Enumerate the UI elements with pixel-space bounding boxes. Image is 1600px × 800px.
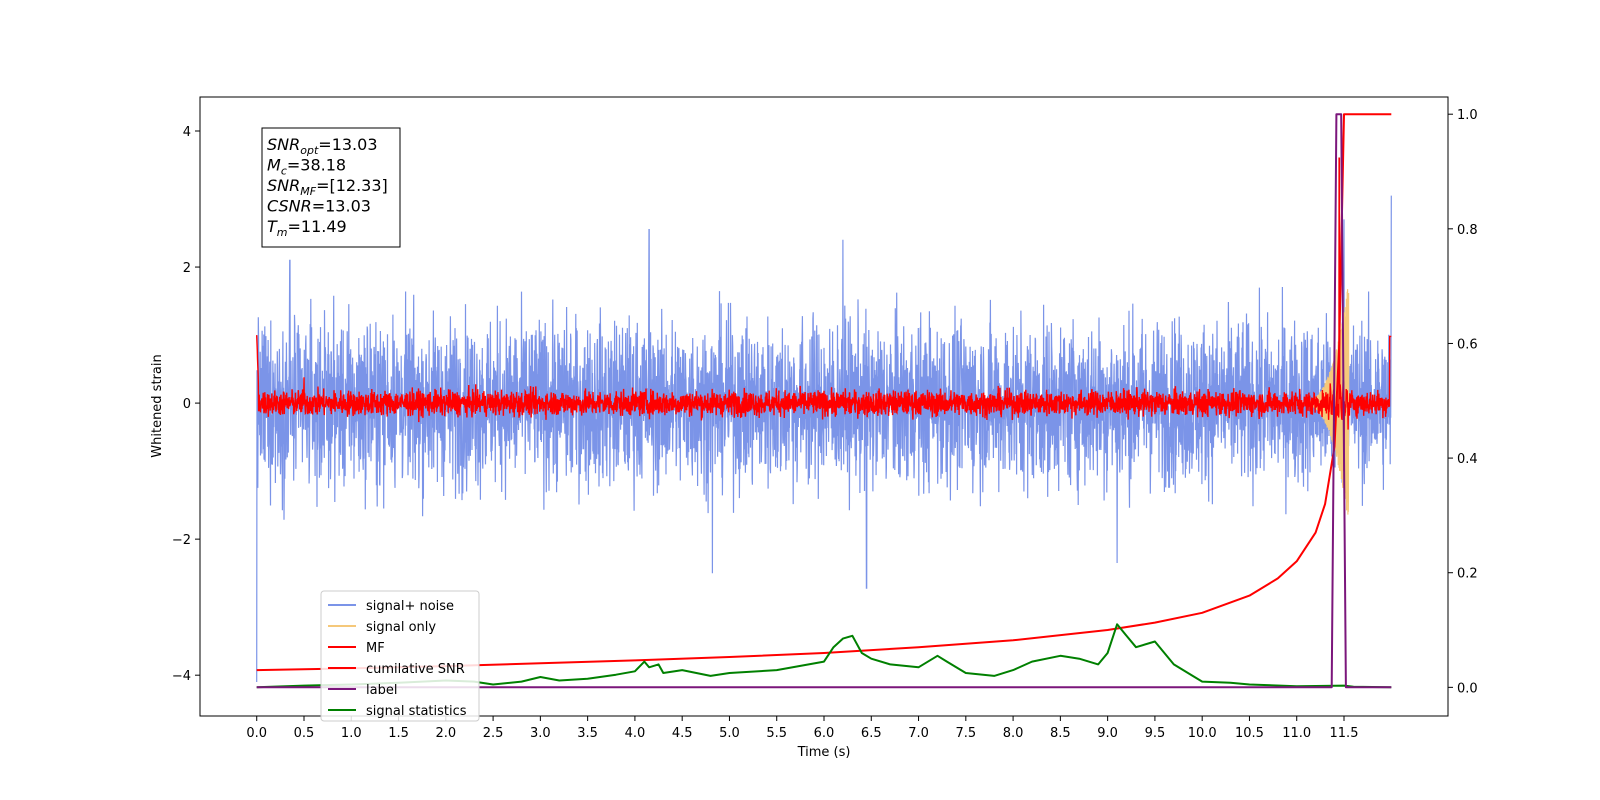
x-tick-label: 3.0 [530,726,551,741]
x-tick-label: 2.0 [435,726,456,741]
y2-tick-label: 0.6 [1457,337,1478,352]
x-tick-label: 0.5 [294,726,315,741]
legend: signal+ noise signal only MF cumilative SNR… [320,590,480,722]
legend-label-label: label [366,683,397,698]
x-tick-label: 10.5 [1235,726,1264,741]
legend-frame [320,590,480,722]
y-axis-label: Whitened strain [150,354,165,457]
x-tick-label: 9.0 [1097,726,1118,741]
annotation-line: SNRopt=13.03 [267,135,378,157]
y2-tick-label: 0.2 [1457,567,1478,582]
legend-label-signal-statistics: signal statistics [366,704,467,719]
y-tick-label: −4 [172,669,191,684]
legend-label-mf: MF [366,641,385,656]
y-tick-label: 2 [183,261,191,276]
x-tick-label: 8.5 [1050,726,1071,741]
x-tick-label: 2.5 [483,726,504,741]
series-cumilative-snr [256,113,1392,672]
x-tick-label: 1.5 [388,726,409,741]
x-tick-label: 0.0 [246,726,267,741]
y-axis-left: 4 2 0 −2 −4 [172,125,200,684]
annotation-line: Tm=11.49 [267,217,347,239]
y2-tick-label: 0.0 [1457,681,1478,696]
x-tick-label: 4.0 [625,726,646,741]
series-mf [256,157,1392,472]
annotation-line: SNRMF=[12.33] [267,176,388,198]
legend-label-signal-noise: signal+ noise [366,599,454,614]
annotation-line: Mc=38.18 [267,156,346,178]
y-axis-right: 1.0 0.8 0.6 0.4 0.2 0.0 [1448,108,1478,696]
x-tick-label: 5.5 [766,726,787,741]
x-tick-label: 7.5 [955,726,976,741]
y2-tick-label: 0.4 [1457,452,1478,467]
y2-tick-label: 1.0 [1457,108,1478,123]
y-tick-label: 4 [183,125,191,140]
y2-tick-label: 0.8 [1457,223,1478,238]
x-tick-label: 9.5 [1145,726,1166,741]
x-tick-label: 7.0 [908,726,929,741]
x-tick-label: 8.0 [1003,726,1024,741]
series-label [256,113,1392,689]
x-axis-label: Time (s) [797,745,851,760]
x-tick-label: 5.0 [719,726,740,741]
x-tick-label: 4.5 [672,726,693,741]
x-tick-label: 10.0 [1188,726,1217,741]
x-tick-label: 3.5 [577,726,598,741]
series-layer [256,113,1392,689]
legend-label-cumilative-snr: cumilative SNR [366,662,465,677]
annotation-frame [261,127,401,248]
x-tick-label: 11.5 [1330,726,1359,741]
legend-label-signal-only: signal only [366,620,436,635]
x-axis: 0.0 0.5 1.0 1.5 2.0 2.5 3.0 3.5 4.0 4.5 5.0 5.5 6.0 6… [246,716,1358,741]
x-tick-label: 11.0 [1282,726,1311,741]
x-tick-label: 1.0 [341,726,362,741]
series-signal-statistics [256,623,1392,689]
x-tick-label: 6.5 [861,726,882,741]
x-tick-label: 6.0 [814,726,835,741]
y-tick-label: −2 [172,533,191,548]
annotation-line: CSNR=13.03 [267,197,371,216]
annotation-box: SNRopt=13.03Mc=38.18SNRMF=[12.33]CSNR=13… [261,127,401,248]
y-tick-label: 0 [183,397,191,412]
